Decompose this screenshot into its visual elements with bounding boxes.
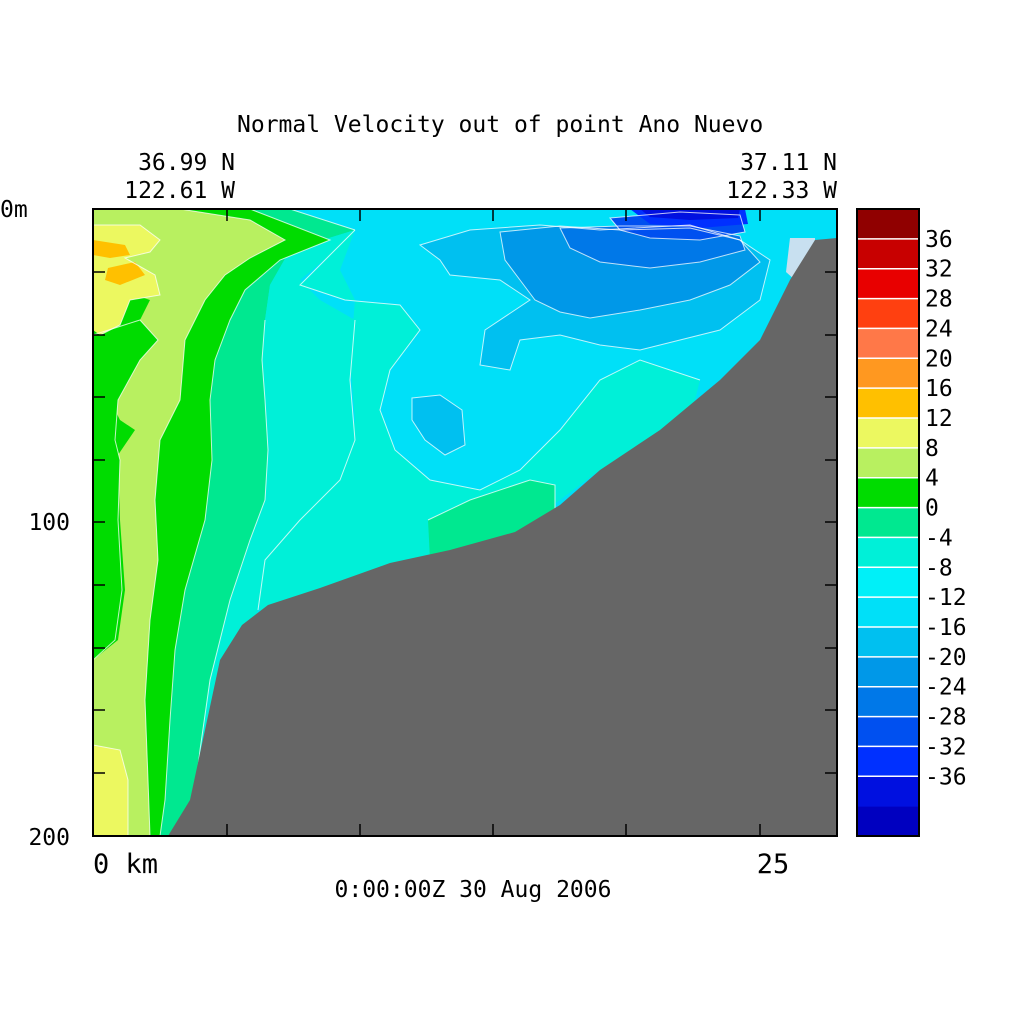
- right-longitude: 122.33 W: [726, 178, 837, 204]
- colorbar: [857, 209, 919, 837]
- colorbar-tick-label: -12: [925, 585, 967, 611]
- colorbar-swatch: [857, 656, 919, 688]
- contour-lines: [93, 209, 771, 836]
- colorbar-tick-label: -4: [925, 525, 953, 551]
- chart-title: Normal Velocity out of point Ano Nuevo: [237, 112, 763, 138]
- y-tick-label-200: 200: [28, 825, 70, 851]
- colorbar-swatch: [857, 298, 919, 329]
- colorbar-tick-label: 36: [925, 227, 953, 253]
- colorbar-swatch: [857, 328, 919, 359]
- colorbar-swatch: [857, 238, 919, 270]
- contour-region-12-b: [105, 262, 145, 285]
- colorbar-tick-label: 24: [925, 316, 953, 342]
- left-latitude: 36.99 N: [138, 150, 235, 176]
- colorbar-swatch: [857, 627, 919, 658]
- colorbar-tick-label: -24: [925, 675, 967, 701]
- colorbar-swatch: [857, 477, 919, 509]
- colorbar-tick-label: -28: [925, 705, 967, 731]
- colorbar-tick-label: -36: [925, 764, 967, 790]
- colorbar-swatch: [857, 507, 919, 538]
- contour-region-0-b: [93, 320, 158, 660]
- colorbar-tick-label: 20: [925, 346, 953, 372]
- colorbar-swatch: [857, 567, 919, 598]
- colorbar-swatch: [857, 268, 919, 300]
- contour-region-neg8-b: [258, 230, 700, 620]
- colorbar-tick-label: 0: [925, 496, 939, 522]
- colorbar-tick-label: 28: [925, 287, 953, 313]
- colorbar-tick-label: -32: [925, 734, 967, 760]
- colorbar-tick-label: 12: [925, 406, 953, 432]
- axis-ticks: [93, 209, 837, 836]
- y-tick-label-0: 0m: [0, 197, 28, 223]
- y-tick-label-100: 100: [28, 510, 70, 536]
- colorbar-swatch: [857, 806, 919, 837]
- contour-field: [93, 209, 837, 836]
- timestamp: 0:00:00Z 30 Aug 2006: [335, 877, 612, 903]
- colorbar-swatch: [857, 209, 919, 240]
- colorbar-swatch: [857, 716, 919, 747]
- x-label-start: 0 km: [93, 849, 158, 880]
- right-latitude: 37.11 N: [740, 150, 837, 176]
- contour-region-neg36: [640, 209, 740, 220]
- colorbar-swatch: [857, 447, 919, 479]
- colorbar-tick-label: 32: [925, 257, 953, 283]
- colorbar-tick-label: -20: [925, 645, 967, 671]
- colorbar-swatch: [857, 418, 919, 449]
- colorbar-swatch: [857, 358, 919, 389]
- colorbar-swatch: [857, 597, 919, 628]
- bathymetry: [168, 238, 837, 836]
- colorbar-tick-label: 4: [925, 466, 939, 492]
- colorbar-swatch: [857, 746, 919, 777]
- colorbar-swatch: [857, 776, 919, 807]
- contour-region-4: [93, 209, 285, 836]
- colorbar-tick-label: -16: [925, 615, 967, 641]
- contour-region-12: [93, 240, 130, 258]
- contour-region-neg4-b: [428, 480, 555, 560]
- colorbar-frame: [856, 208, 920, 837]
- colorbar-tick-label: 8: [925, 436, 939, 462]
- contour-region-8-b: [93, 745, 128, 836]
- colorbar-tick-label: -8: [925, 555, 953, 581]
- colorbar-swatch: [857, 388, 919, 419]
- colorbar-labels: 36 32 28 24 20 16 12 8 4 0 -4 -8 -12 -16 -20 -24 -28 -32 -…: [925, 227, 967, 790]
- x-label-end: 25: [757, 849, 790, 880]
- colorbar-swatch: [857, 686, 919, 718]
- colorbar-tick-label: 16: [925, 376, 953, 402]
- colorbar-swatch: [857, 537, 919, 568]
- contour-region-neg12-edge: [788, 209, 837, 240]
- contour-region-shelf-light: [786, 238, 815, 280]
- left-longitude: 122.61 W: [124, 178, 235, 204]
